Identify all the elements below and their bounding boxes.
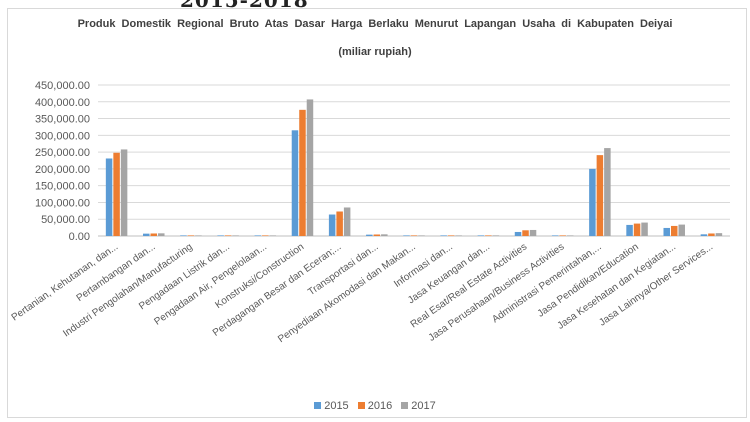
- bar-2017: [678, 224, 685, 236]
- y-tick-label: 100,000.00: [35, 197, 90, 209]
- bar-2017: [343, 207, 351, 236]
- legend: 2015 2016 2017: [0, 400, 750, 412]
- chart-frame: [7, 8, 747, 418]
- bar-2016: [224, 235, 232, 236]
- bar-2017: [492, 235, 500, 236]
- bar-2016: [336, 211, 343, 236]
- y-tick-label: 50,000.00: [41, 214, 90, 226]
- bar-2016: [559, 235, 566, 236]
- bar-2017: [604, 148, 611, 236]
- y-tick-label: 150,000.00: [35, 181, 90, 193]
- chart-subtitle: (miliar rupiah): [338, 46, 412, 58]
- y-tick-label: 200,000.00: [35, 164, 90, 176]
- bar-2017: [232, 235, 239, 236]
- y-tick-label: 250,000.00: [35, 147, 90, 159]
- y-tick-label: 0.00: [69, 231, 90, 243]
- bar-2015: [291, 130, 299, 236]
- legend-item-2017: 2017: [401, 400, 436, 412]
- x-tick-label: Jasa Perusahaan/Business Activities: [427, 241, 567, 343]
- bar-2015: [105, 158, 113, 236]
- bar-2016: [299, 109, 306, 236]
- bar-2017: [195, 235, 202, 236]
- bar-2015: [626, 224, 633, 236]
- bar-2017: [306, 99, 314, 236]
- bar-2017: [529, 229, 537, 236]
- header-fragment: 2015-2018: [180, 0, 309, 12]
- bar-2016: [187, 235, 195, 236]
- legend-item-2015: 2015: [314, 400, 349, 412]
- bar-2015: [514, 231, 522, 236]
- legend-swatch-2016: [357, 402, 365, 409]
- bar-2017: [455, 235, 462, 236]
- bar-2015: [440, 235, 447, 236]
- bar-2017: [641, 222, 648, 236]
- bar-2017: [381, 234, 388, 236]
- bar-2016: [708, 233, 715, 236]
- legend-swatch-2015: [314, 402, 322, 409]
- bar-2016: [670, 225, 678, 236]
- legend-item-2016: 2016: [357, 400, 393, 412]
- bar-2015: [403, 235, 410, 236]
- bar-2015: [589, 168, 596, 236]
- bar-2015: [180, 235, 187, 236]
- bar-2017: [158, 233, 165, 236]
- bar-2016: [373, 234, 381, 236]
- bar-2016: [410, 235, 418, 236]
- y-tick-label: 300,000.00: [35, 130, 90, 142]
- bar-2015: [254, 235, 262, 236]
- bar-2015: [700, 234, 708, 236]
- y-tick-label: 400,000.00: [35, 97, 90, 109]
- legend-swatch-2017: [401, 402, 409, 409]
- bar-2015: [366, 234, 373, 236]
- bar-2016: [262, 235, 269, 236]
- legend-label-2015: 2015: [324, 400, 349, 412]
- bar-2016: [485, 235, 492, 236]
- bar-2016: [633, 223, 641, 236]
- bar-2015: [328, 214, 336, 236]
- bar-2016: [113, 152, 120, 236]
- bar-2017: [418, 235, 425, 236]
- y-tick-label: 350,000.00: [35, 114, 90, 126]
- bar-2015: [143, 233, 150, 236]
- bar-2015: [217, 235, 224, 236]
- legend-label-2017: 2017: [411, 400, 436, 412]
- bar-2017: [269, 235, 277, 236]
- x-tick-label: Penyediaan Akomodasi dan Makan...: [276, 241, 418, 345]
- y-tick-label: 450,000.00: [35, 80, 90, 92]
- bar-2016: [522, 230, 529, 236]
- chart-title: Produk Domestik Regional Bruto Atas Dasa…: [77, 18, 673, 30]
- bar-2015: [477, 235, 485, 236]
- bar-2016: [447, 235, 455, 236]
- bar-2016: [150, 233, 158, 236]
- bar-2017: [566, 235, 574, 236]
- legend-label-2016: 2016: [367, 400, 393, 412]
- bar-2015: [551, 235, 559, 236]
- bar-2017: [715, 233, 723, 236]
- bar-2016: [596, 155, 604, 236]
- bar-2015: [663, 227, 670, 236]
- bar-2017: [120, 149, 128, 236]
